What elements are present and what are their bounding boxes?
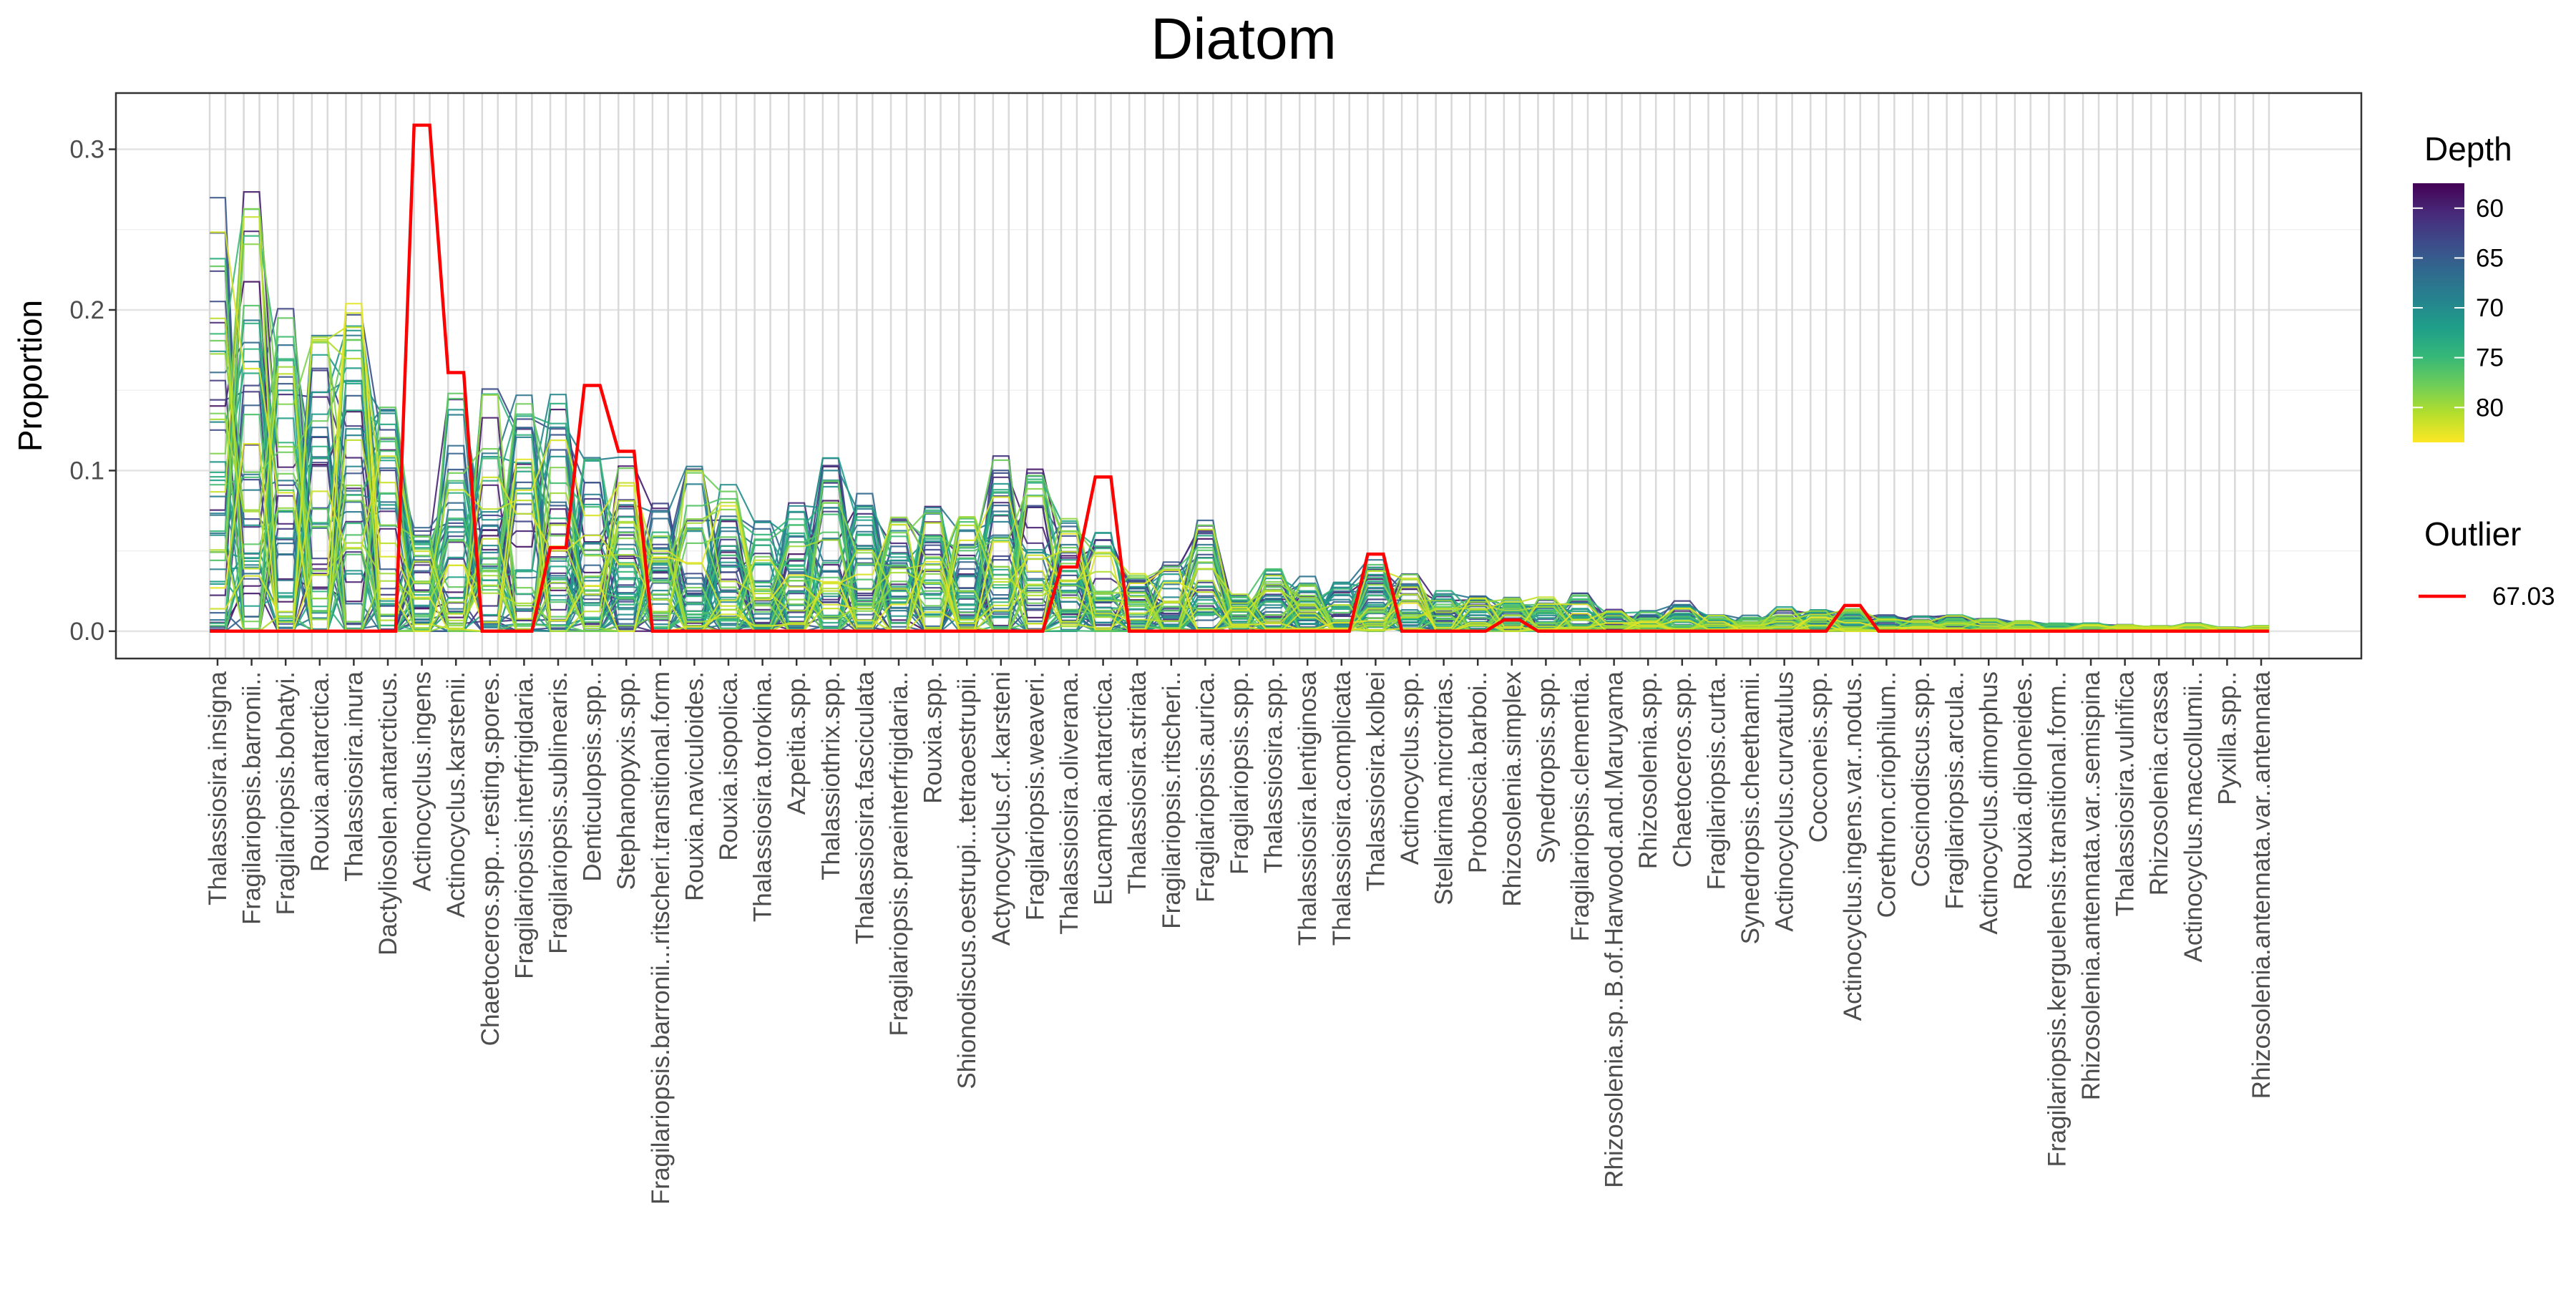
x-tick-label: Fragilariopsis.spp. [1226, 671, 1254, 875]
x-tick-label: Pyxilla.spp.. [2213, 671, 2241, 805]
x-tick-label: Denticulopsis.spp.. [579, 671, 607, 882]
x-tick-label: Rouxia.isopolica. [715, 671, 743, 861]
y-axis-label: Proportion [11, 300, 49, 452]
colorbar-tick-label: 65 [2476, 244, 2504, 272]
x-tick-label: Chaetoceros.spp. [1669, 671, 1697, 868]
x-tick-label: Thalassiosira.spp. [1260, 671, 1288, 873]
x-tick-label: Dactyliosolen.antarcticus. [374, 671, 402, 956]
x-tick-label: Fragilariopsis.curta. [1702, 671, 1730, 890]
x-tick-label: Rouxia.diploneides. [2009, 671, 2037, 890]
x-tick-label: Thalassiosira.vulnifica [2112, 671, 2140, 916]
y-tick-label: 0.1 [69, 457, 104, 485]
x-tick-label: Cocconeis.spp. [1805, 671, 1833, 842]
outlier-series-line [210, 123, 2269, 633]
x-tick-label: Fragilariopsis.kerguelensis.transitional… [2043, 671, 2071, 1167]
sample-series-line [210, 455, 2269, 632]
x-tick-label: Actynocyclus.cf..karsteni [987, 671, 1015, 946]
outlier-legend-label: 67.03 [2492, 583, 2555, 611]
colorbar-tick-label: 75 [2476, 344, 2504, 372]
x-tick-label: Fragilariopsis.ritscheri.. [1158, 671, 1186, 929]
x-tick-label: Fragilariopsis.arcula.. [1941, 671, 1969, 910]
x-tick-label: Eucampia.antarctica. [1090, 671, 1118, 905]
x-tick-label: Thalassiosira.fasciculata [851, 671, 879, 944]
x-tick-label: Fragilariopsis.aurica. [1191, 671, 1219, 903]
x-tick-label: Rhizosolenia.antennata.var..semispina [2077, 671, 2105, 1100]
x-tick-label: Rhizosolenia.antennata.var..antennata [2248, 671, 2275, 1099]
colorbar-tick-label: 80 [2476, 394, 2504, 422]
x-tick-label: Shionodiscus.oestrupi...tetraoestrupii. [953, 671, 981, 1089]
x-tick-label: Actinocyclus.dimorphus [1975, 671, 2003, 935]
x-tick-label: Fragilariopsis.barronii.. [238, 671, 266, 925]
x-tick-label: Fragilariopsis.praeinterfrigidaria.. [885, 671, 913, 1036]
y-tick-label: 0.2 [69, 296, 104, 324]
x-tick-label: Rouxia.naviculoides. [680, 671, 708, 901]
outlier-legend-title: Outlier [2424, 515, 2521, 553]
x-tick-label: Thalassiosira.oliverana. [1055, 671, 1083, 935]
x-tick-label: Synedropsis.spp. [1532, 671, 1560, 863]
x-tick-label: Fragilariopsis.bohatyi. [272, 671, 300, 915]
chart-title: Diatom [1151, 6, 1337, 72]
x-tick-label: Actinocyclus.ingens.var..nodus. [1839, 671, 1867, 1021]
depth-legend-title: Depth [2424, 130, 2512, 167]
x-tick-label: Thalassiosira.striata [1123, 671, 1151, 894]
x-tick-label: Thalassiosira.insigna [204, 671, 232, 905]
y-tick-label: 0.0 [69, 618, 104, 646]
x-tick-label: Rhizosolenia.simplex [1498, 671, 1526, 907]
x-tick-label: Actinocyclus.ingens [409, 671, 436, 891]
x-tick-label: Actinocyclus.maccollumii.. [2180, 671, 2207, 963]
x-tick-label: Thalassiosira.lentiginosa [1294, 671, 1322, 946]
x-tick-label: Rhizosolenia.sp..B.of.Harwood.and.Maruya… [1601, 671, 1629, 1187]
y-tick-label: 0.3 [69, 136, 104, 164]
x-tick-label: Fragilariopsis.barronii...ritscheri.tran… [647, 671, 675, 1205]
x-tick-label: Thalassiosira.kolbei [1362, 671, 1390, 891]
x-tick-label: Fragilariopsis.sublinearis. [545, 671, 572, 954]
x-tick-label: Thalassiosira.complicata [1328, 671, 1356, 946]
x-tick-label: Actinocyclus.curvatulus [1771, 671, 1799, 932]
x-tick-label: Rhizosolenia.spp. [1634, 671, 1662, 869]
x-tick-label: Rouxia.spp. [919, 671, 947, 804]
depth-colorbar [2413, 183, 2464, 442]
colorbar-tick-label: 70 [2476, 294, 2504, 322]
x-tick-label: Thalassiosira.torokina. [749, 671, 777, 922]
x-tick-label: Stellarima.microtrias. [1430, 671, 1458, 905]
x-tick-label: Fragilariopsis.weaveri. [1021, 671, 1049, 921]
legend: Depth Outlier 67.03 60 65 70 75 80 [2413, 130, 2555, 611]
sample-series-line [210, 303, 2269, 632]
x-tick-label: Rhizosolenia.crassa [2145, 671, 2173, 895]
x-tick-label: Thalassiosira.inura [340, 671, 368, 881]
x-tick-label: Coscinodiscus.spp. [1907, 671, 1935, 888]
x-tick-label: Corethron.criophilum.. [1873, 671, 1901, 918]
x-tick-label: Actinocyclus.spp. [1396, 671, 1424, 865]
x-tick-label: Thalassiothrix.spp. [817, 671, 845, 880]
x-tick-label: Azpeitia.spp. [783, 671, 811, 815]
x-tick-label: Actinocyclus.karstenii. [442, 671, 470, 918]
panel-background [116, 93, 2361, 659]
x-tick-label: Stephanopyxis.spp. [613, 671, 640, 890]
x-tick-label: Synedropsis.cheethamii. [1737, 671, 1765, 944]
x-tick-label: Fragilariopsis.clementia. [1566, 671, 1594, 941]
x-tick-label: Rouxia.antarctica. [306, 671, 334, 872]
x-tick-label: Fragilariopsis.interfrigidaria. [510, 671, 538, 979]
x-tick-label: Proboscia.barboi.. [1464, 671, 1492, 873]
x-tick-label: Chaetoceros.spp...resting.spores. [477, 671, 504, 1046]
colorbar-tick-label: 60 [2476, 195, 2504, 223]
